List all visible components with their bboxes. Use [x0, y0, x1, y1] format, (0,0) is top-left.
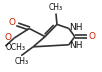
Text: NH: NH	[69, 41, 83, 50]
Text: O: O	[8, 18, 15, 27]
Text: NH: NH	[69, 23, 83, 32]
Text: OCH₃: OCH₃	[5, 43, 25, 52]
Text: O: O	[4, 33, 11, 42]
Text: O: O	[88, 32, 95, 41]
Text: CH₃: CH₃	[14, 57, 28, 66]
Text: CH₃: CH₃	[49, 3, 63, 12]
